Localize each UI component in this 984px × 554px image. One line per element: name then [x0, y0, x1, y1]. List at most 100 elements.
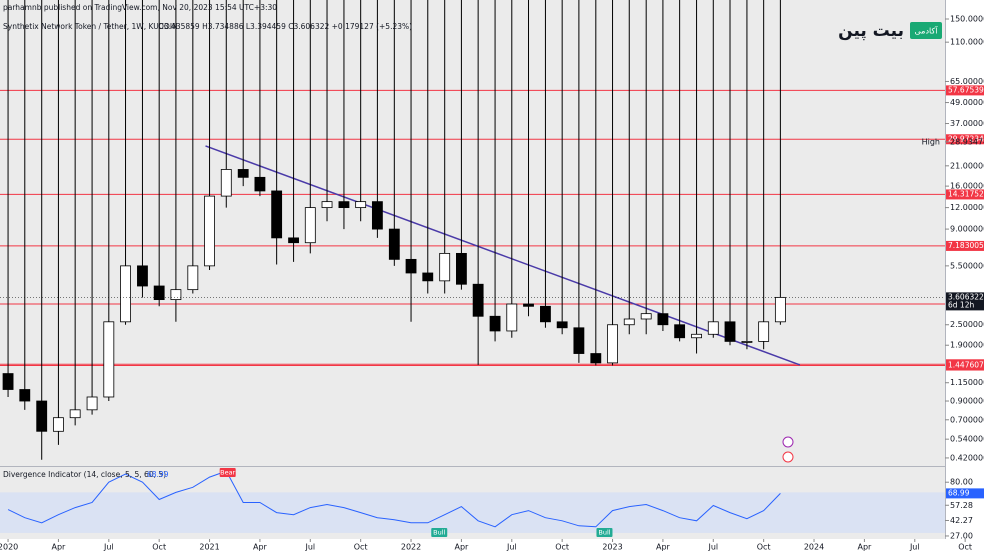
y-tick-label: 21.000000 — [950, 161, 984, 170]
candle-body — [422, 272, 434, 282]
signal-label: Bull — [598, 529, 610, 537]
x-tick-label: 2021 — [199, 543, 219, 552]
x-tick-label: Jul — [304, 543, 315, 552]
candle-body — [472, 283, 484, 317]
signal-label: Bull — [433, 529, 445, 537]
x-tick-label: Oct — [555, 543, 569, 552]
candle-body — [758, 321, 770, 342]
high-label: High — [922, 137, 940, 146]
quote: O3.435859 H3.734886 L3.394459 C3.606322 … — [158, 22, 412, 31]
symbol: Synthetix Network Token / Tether, 1W, KU… — [3, 22, 178, 31]
y-tick-label: 80.00 — [950, 478, 973, 487]
candle-body — [103, 321, 115, 398]
level-label: 1.447607 — [948, 361, 984, 370]
icon — [782, 451, 794, 463]
y-tick-label: 57.28 — [950, 501, 973, 510]
x-tick-label: 2023 — [602, 543, 622, 552]
trendline — [205, 145, 801, 366]
indicator-title: Divergence Indicator (14, close, 5, 5, 6… — [3, 470, 166, 479]
candle-body — [170, 289, 182, 301]
candle-body — [691, 333, 702, 339]
candle-body — [288, 237, 299, 244]
candle-body — [607, 324, 618, 364]
y-tick-label: 150.000000 — [950, 15, 984, 24]
candle-body — [707, 321, 719, 335]
candle-body — [254, 176, 266, 192]
candle-body — [590, 353, 602, 364]
x-tick-label: Jul — [103, 543, 114, 552]
y-tick-label: 0.420000 — [950, 453, 984, 462]
candle-body — [371, 201, 383, 230]
candle-body — [741, 341, 753, 343]
candle-body — [540, 305, 551, 323]
candle-body — [405, 258, 417, 274]
level-label-bg — [946, 240, 984, 251]
level-label: 29.972343 — [948, 134, 984, 143]
publisher: parhamnb published on TradingView.com, N… — [3, 3, 277, 12]
y-tick-label: 9.000000 — [950, 225, 984, 234]
candle-body — [304, 207, 316, 244]
countdown: 6d 12h — [948, 300, 974, 309]
high-value: 28.934747 — [950, 137, 984, 146]
candle-body — [774, 296, 786, 323]
level-label: 14.317529 — [948, 189, 984, 198]
candle-body — [388, 228, 400, 260]
signal-bg — [596, 528, 613, 537]
candle-body — [556, 321, 568, 329]
candle-body — [220, 169, 232, 197]
plot-layer — [0, 0, 945, 533]
last-value-bg — [946, 488, 984, 499]
candle-body — [86, 396, 98, 411]
candle-body — [19, 389, 31, 402]
x-tick-label: Jul — [506, 543, 517, 552]
x-tick-label: Apr — [253, 543, 268, 552]
x-tick-label: Apr — [857, 543, 872, 552]
plot-background — [0, 0, 945, 539]
y-tick-label: 2.500000 — [950, 320, 984, 329]
x-tick-label: Jul — [909, 543, 920, 552]
y-tick-label: 110.000000 — [950, 38, 984, 47]
x-tick-label: Oct — [958, 543, 972, 552]
candle-body — [53, 417, 64, 432]
indicator-line — [7, 470, 781, 528]
logo-badge-text: آکادمی — [915, 26, 939, 36]
last-price: 3.606322 — [948, 292, 984, 301]
level-label: 57.675397 — [948, 85, 984, 94]
logo-badge — [910, 22, 942, 39]
candle-body — [237, 169, 249, 178]
level-label: 7.183005 — [948, 241, 984, 250]
x-tick-label: 2024 — [804, 543, 824, 552]
y-tick-label: 65.000000 — [950, 77, 984, 86]
level-label-bg — [946, 85, 984, 96]
band — [0, 492, 945, 533]
x-tick-label: Oct — [757, 543, 771, 552]
candle-body — [657, 313, 669, 326]
logo-name: بیت پین — [838, 21, 904, 41]
candle-body — [506, 303, 518, 332]
candle-body — [640, 313, 652, 320]
y-tick-label: 27.00 — [950, 531, 973, 540]
candle-body — [623, 318, 635, 326]
candle-body — [36, 400, 48, 432]
candle-body — [2, 373, 14, 390]
candle-body — [439, 252, 451, 282]
candle-body — [321, 201, 333, 209]
icon — [782, 436, 794, 448]
y-tick-label: 37.000000 — [950, 119, 984, 128]
level-label-bg — [946, 134, 984, 145]
signal-bg — [431, 528, 448, 537]
level-label-bg — [946, 360, 984, 371]
x-tick-label: 2022 — [401, 543, 421, 552]
candle-body — [271, 190, 283, 239]
x-tick-label: Oct — [354, 543, 368, 552]
candle-body — [204, 195, 215, 267]
candle-body — [724, 321, 736, 342]
level-label-bg — [946, 189, 984, 200]
candle-body — [489, 315, 501, 332]
last-value: 68.99 — [948, 488, 970, 497]
x-tick-label: 2020 — [0, 543, 18, 552]
